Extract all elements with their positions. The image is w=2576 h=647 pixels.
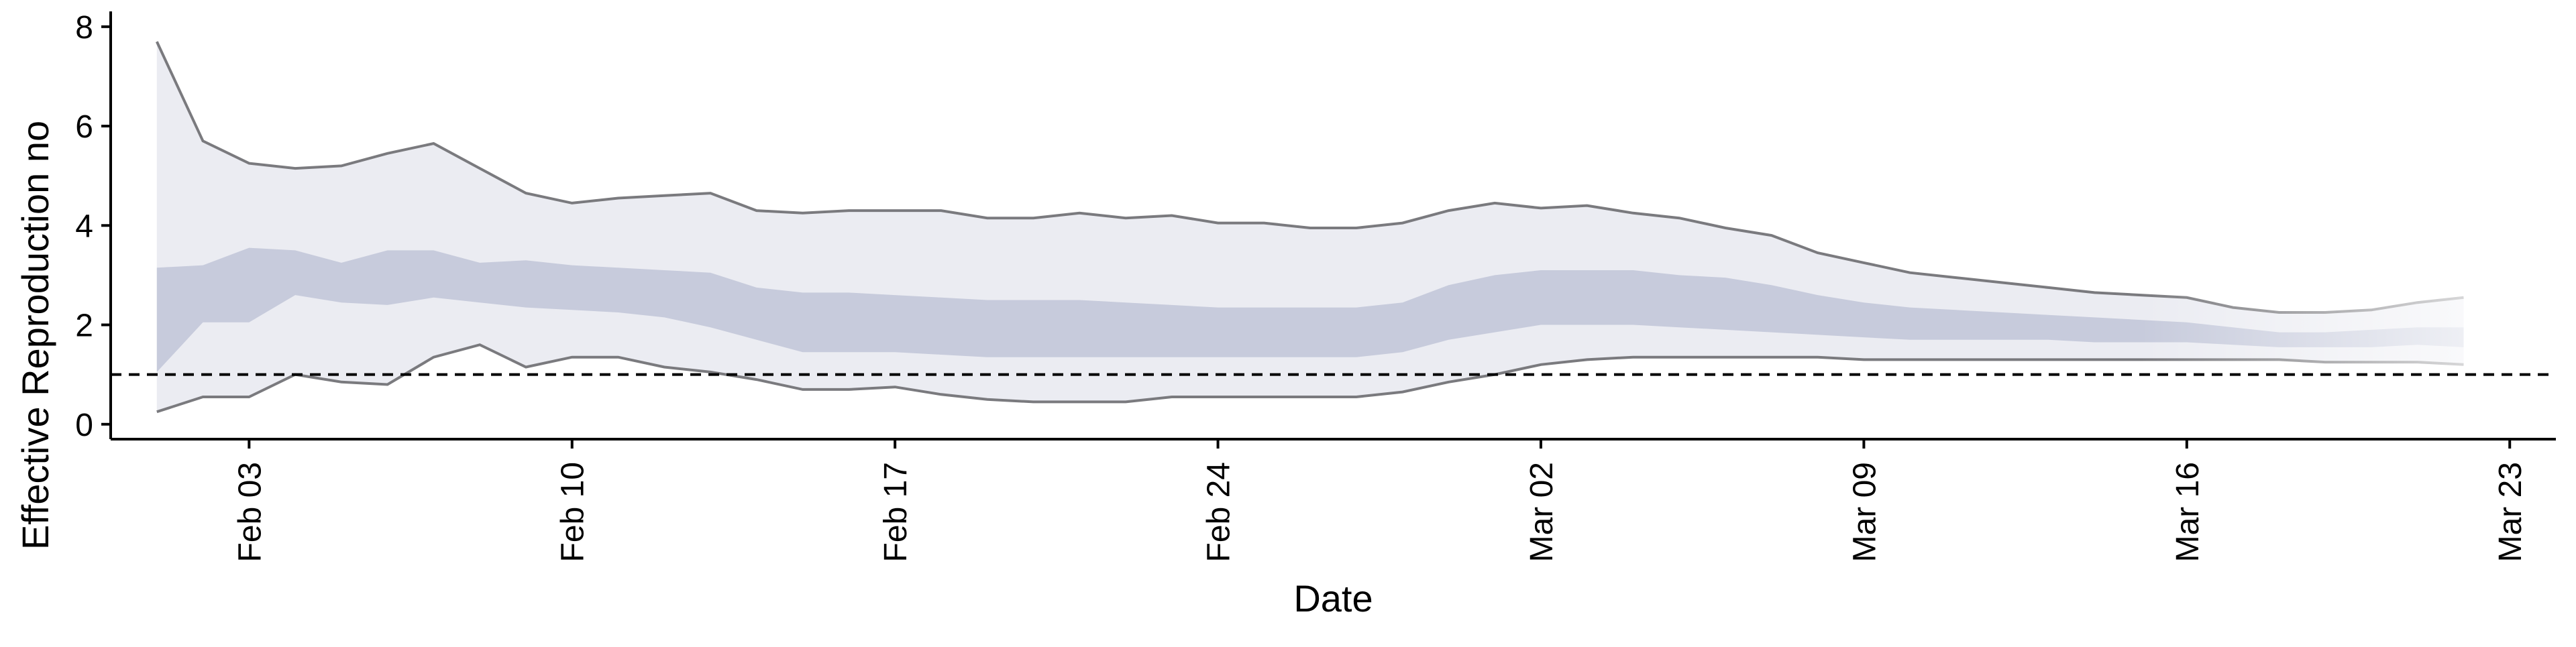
- y-tick-label: 6: [75, 109, 93, 145]
- x-tick-label: Feb 10: [555, 462, 591, 562]
- band-50-interval: [156, 247, 2464, 372]
- x-tick-label: Feb 17: [878, 462, 914, 562]
- y-axis-title: Effective Reproduction no: [14, 121, 56, 550]
- y-tick-label: 0: [75, 408, 93, 443]
- x-tick-label: Mar 09: [1847, 462, 1882, 562]
- x-ticks: Feb 03 Feb 10 Feb 17 Feb 24 Mar 02 Mar 09 Mar …: [232, 439, 2528, 562]
- y-tick-label: 4: [75, 209, 93, 244]
- y-tick-label: 8: [75, 10, 93, 46]
- lower-95-line: [156, 343, 2464, 414]
- x-axis-title: Date: [1293, 577, 1373, 620]
- bands-layer: [156, 42, 2464, 412]
- x-tick-label: Mar 02: [1524, 462, 1560, 562]
- x-tick-label: Mar 23: [2493, 462, 2528, 562]
- x-tick-label: Feb 24: [1201, 462, 1237, 562]
- y-tick-label: 2: [75, 308, 93, 344]
- upper-95-line: [155, 41, 2464, 314]
- x-tick-label: Feb 03: [232, 462, 268, 562]
- recent-fade-overlay: [2141, 17, 2465, 439]
- x-tick-label: Mar 16: [2170, 462, 2206, 562]
- y-ticks: 0 2 4 6 8: [75, 10, 111, 443]
- bound-lines-layer: [155, 41, 2464, 414]
